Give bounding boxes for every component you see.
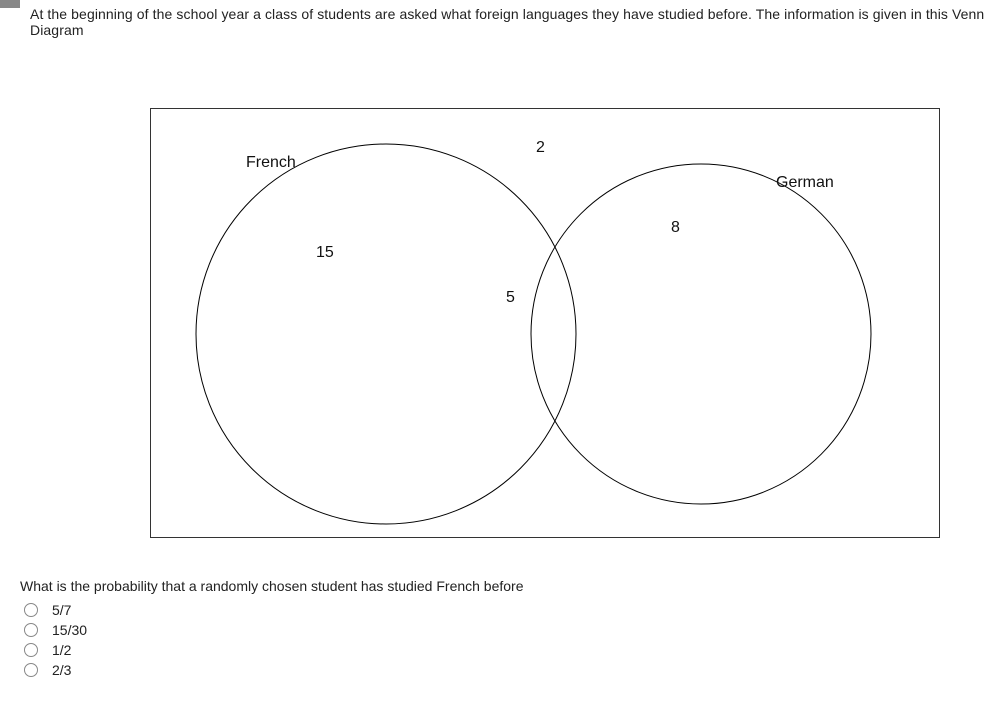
radio-icon[interactable]: [24, 663, 38, 677]
option-label: 5/7: [52, 602, 71, 618]
venn-circle-german: [531, 164, 871, 504]
venn-circle-french: [196, 144, 576, 524]
option-row[interactable]: 5/7: [24, 600, 996, 620]
venn-set-label-german: German: [776, 174, 834, 192]
option-label: 15/30: [52, 622, 87, 638]
tab-marker: [0, 0, 20, 8]
radio-icon[interactable]: [24, 623, 38, 637]
venn-diagram: French German 15 5 8 2: [150, 108, 940, 538]
option-row[interactable]: 15/30: [24, 620, 996, 640]
venn-set-label-french: French: [246, 154, 296, 172]
radio-icon[interactable]: [24, 643, 38, 657]
option-row[interactable]: 1/2: [24, 640, 996, 660]
question-intro: At the beginning of the school year a cl…: [0, 0, 996, 38]
options-list: 5/7 15/30 1/2 2/3: [0, 600, 996, 680]
venn-value-both: 5: [506, 289, 515, 307]
sub-question: What is the probability that a randomly …: [0, 538, 996, 600]
venn-value-outside: 2: [536, 139, 545, 157]
venn-value-german-only: 8: [671, 219, 680, 237]
radio-icon[interactable]: [24, 603, 38, 617]
option-label: 1/2: [52, 642, 71, 658]
option-row[interactable]: 2/3: [24, 660, 996, 680]
venn-value-french-only: 15: [316, 244, 334, 262]
option-label: 2/3: [52, 662, 71, 678]
